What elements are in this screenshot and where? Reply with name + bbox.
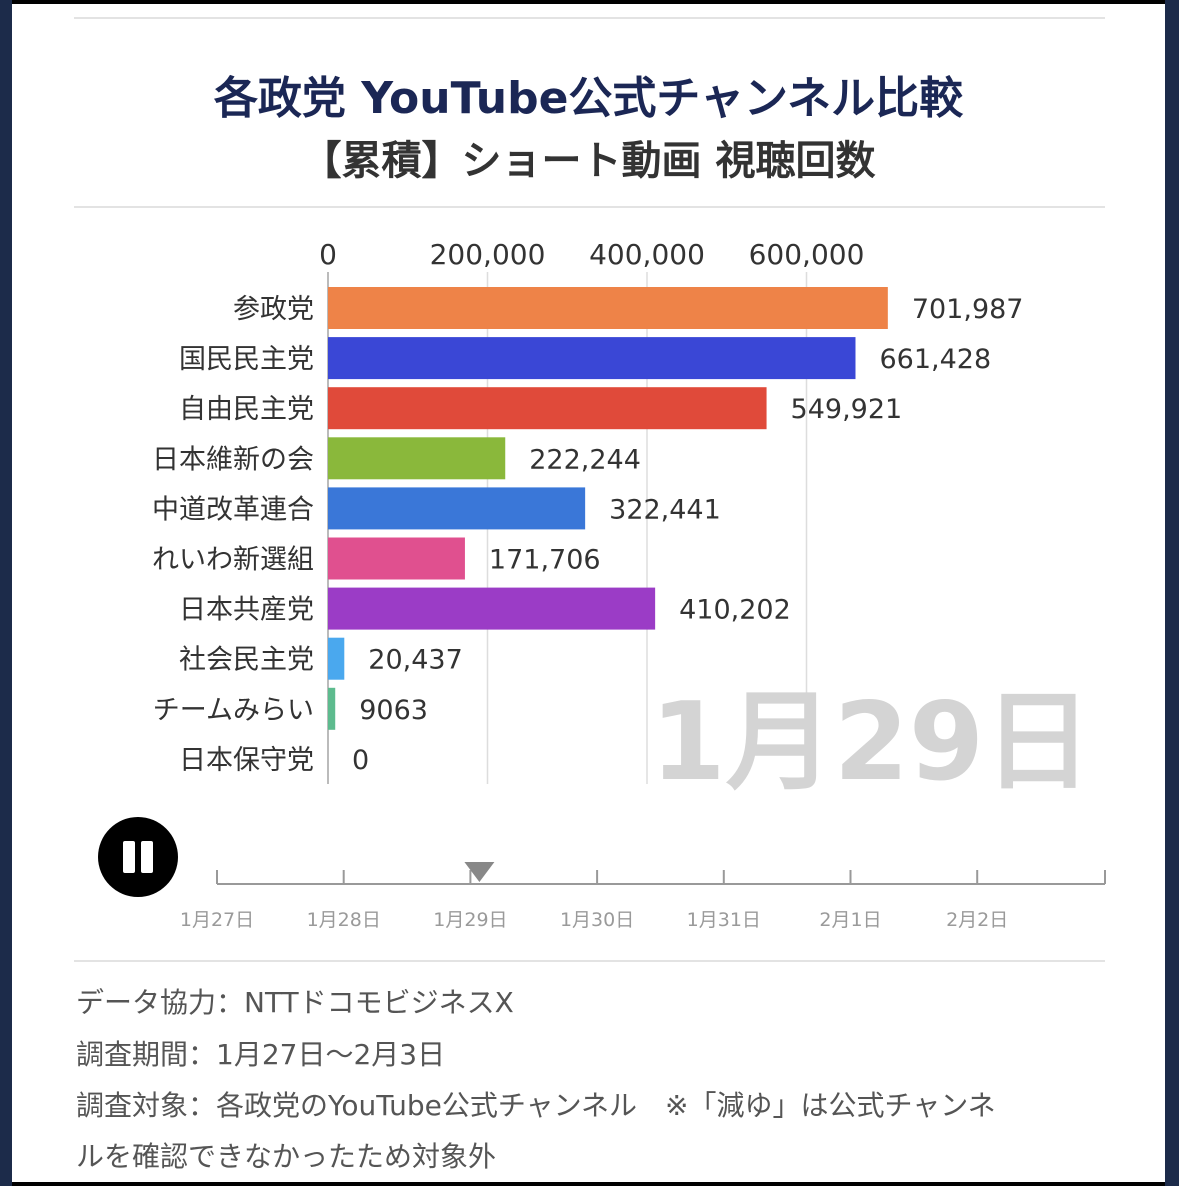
value-label: 410,202 <box>679 595 791 626</box>
x-tick-label: 200,000 <box>430 238 546 271</box>
divider-footer <box>74 960 1105 962</box>
bar <box>328 387 767 430</box>
pause-button[interactable] <box>98 817 178 897</box>
category-label: 日本保守党 <box>179 745 314 776</box>
value-label: 171,706 <box>489 545 601 576</box>
bar <box>328 287 888 329</box>
value-label: 701,987 <box>912 294 1024 325</box>
frame-left <box>0 0 12 1186</box>
category-label: 日本共産党 <box>179 595 314 626</box>
bar <box>328 437 506 480</box>
value-label: 222,244 <box>529 444 641 475</box>
category-label: 参政党 <box>233 294 314 325</box>
divider-title <box>74 206 1105 208</box>
category-label: 中道改革連合 <box>152 494 314 525</box>
chart-subtitle: 【累積】ショート動画 視聴回数 <box>301 138 876 184</box>
value-label: 20,437 <box>368 645 462 676</box>
divider-top <box>74 17 1105 19</box>
chart-card: 各政党 YouTube公式チャンネル比較 【累積】ショート動画 視聴回数 0 20… <box>12 4 1165 1182</box>
timeline-label[interactable]: 1月30日 <box>560 909 634 931</box>
footer-target: 調査対象：各政党のYouTube公式チャンネル ※「減ゆ」は公式チャンネ <box>76 1089 996 1122</box>
bar <box>328 587 656 630</box>
x-tick-label: 600,000 <box>749 238 865 271</box>
bar <box>328 637 345 680</box>
category-label: 社会民主党 <box>179 645 314 676</box>
footer-period: 調査期間：1月27日〜2月3日 <box>76 1038 446 1071</box>
timeline-label[interactable]: 1月31日 <box>687 909 761 931</box>
x-tick-label: 400,000 <box>589 238 705 271</box>
category-label: れいわ新選組 <box>152 545 314 576</box>
category-label: 日本維新の会 <box>152 444 314 475</box>
category-label: 自由民主党 <box>179 394 314 425</box>
bar <box>328 687 336 730</box>
timeline-label[interactable]: 2月1日 <box>819 909 881 931</box>
bar <box>328 537 465 580</box>
category-label: 国民民主党 <box>179 344 314 375</box>
bar-chart: 0 200,000 400,000 600,000 参政党 701,987 国民民主党 66… <box>152 238 1106 931</box>
x-tick-label: 0 <box>319 238 337 271</box>
category-label: チームみらい <box>153 695 314 726</box>
value-label: 0 <box>352 745 369 776</box>
bar <box>328 487 586 530</box>
bar <box>328 337 856 380</box>
value-label: 661,428 <box>879 344 991 375</box>
frame-right <box>1165 0 1179 1186</box>
chart-title: 各政党 YouTube公式チャンネル比較 <box>213 73 964 124</box>
timeline-label[interactable]: 2月2日 <box>946 909 1008 931</box>
current-date-label: 1月29日 <box>651 680 1092 805</box>
timeline-label[interactable]: 1月27日 <box>180 909 254 931</box>
footer-target-cont: ルを確認できなかったため対象外 <box>76 1140 497 1173</box>
timeline-label[interactable]: 1月28日 <box>307 909 381 931</box>
footer-data-source: データ協力：NTTドコモビジネスX <box>76 986 514 1019</box>
value-label: 9063 <box>359 695 428 726</box>
value-label: 549,921 <box>791 394 903 425</box>
timeline-label[interactable]: 1月29日 <box>433 909 507 931</box>
value-label: 322,441 <box>609 494 721 525</box>
timeline-marker[interactable] <box>464 862 495 882</box>
